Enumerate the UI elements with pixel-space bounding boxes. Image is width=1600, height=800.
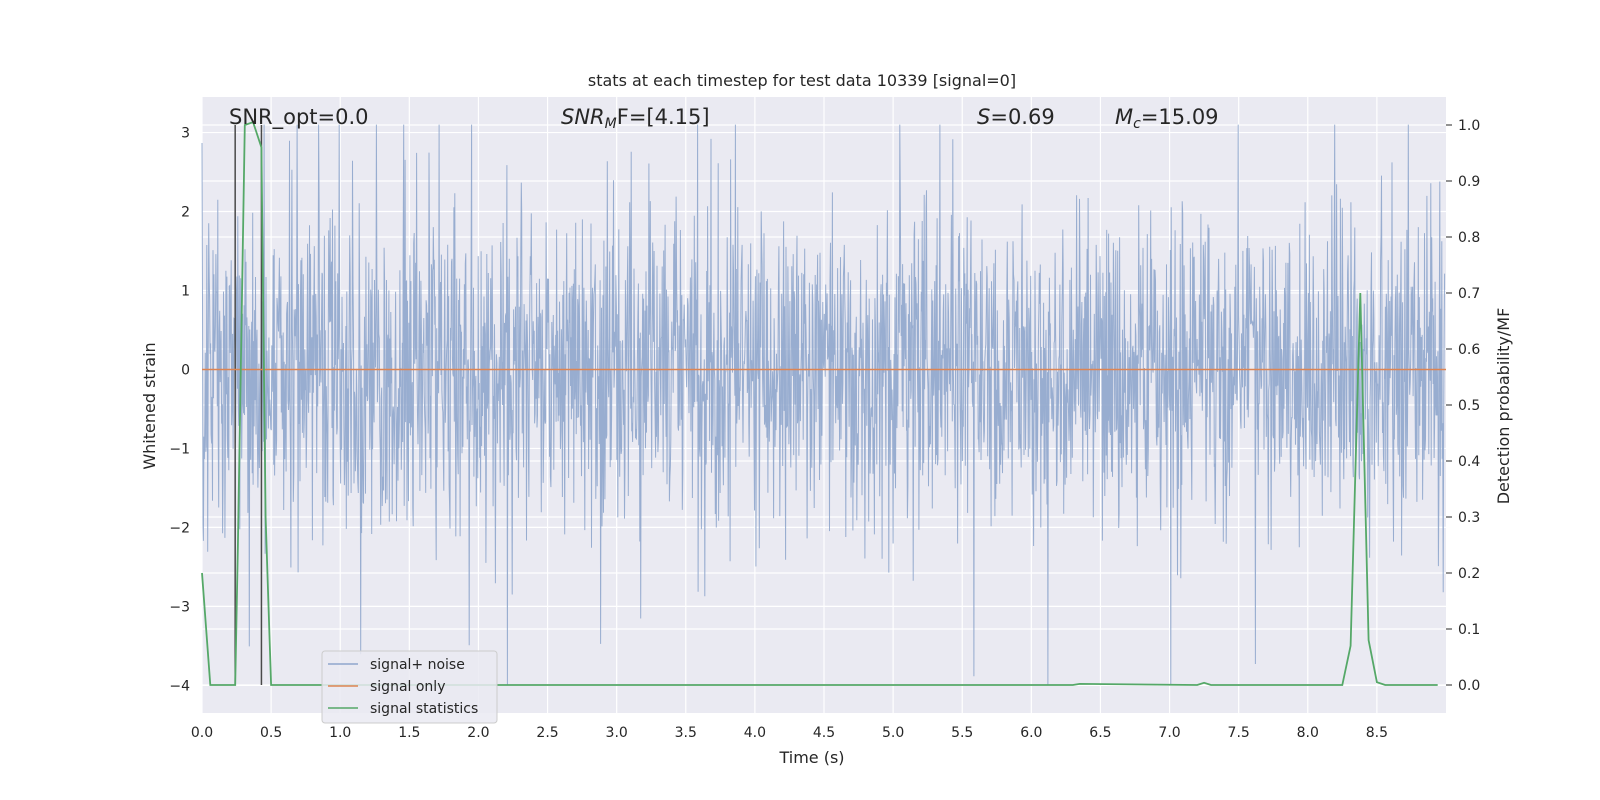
x-tick-label-9: 4.5 bbox=[813, 725, 835, 741]
legend-label-signal-statistics: signal statistics bbox=[370, 701, 478, 717]
y2-tick-label-4: 0.4 bbox=[1458, 454, 1480, 470]
annotation-mc-value: =15.09 bbox=[1141, 105, 1219, 129]
legend: signal+ noise signal only signal statist… bbox=[321, 650, 498, 724]
y-tick-label-6: 2 bbox=[181, 205, 190, 221]
annotation-s-value: =0.69 bbox=[990, 105, 1054, 129]
x-tick-label-6: 3.0 bbox=[606, 725, 628, 741]
x-tick-label-14: 7.0 bbox=[1158, 725, 1180, 741]
legend-label-signal-only: signal only bbox=[370, 679, 445, 695]
annotation-snr-mf-value: F=[4.15] bbox=[617, 105, 710, 129]
y-tick-label-2: −2 bbox=[169, 520, 190, 536]
legend-box bbox=[321, 650, 498, 724]
y2-axis-label: Detection probability/MF bbox=[1494, 308, 1513, 505]
annotation-mc-symbol: M bbox=[1115, 105, 1133, 129]
y2-tick-label-5: 0.5 bbox=[1458, 398, 1480, 414]
chart-title: stats at each timestep for test data 103… bbox=[588, 71, 1016, 90]
y-axis-ticks: −4 −3 −2 −1 0 1 2 3 bbox=[169, 126, 190, 695]
y-tick-label-4: 0 bbox=[181, 362, 190, 378]
y-tick-label-1: −3 bbox=[169, 599, 190, 615]
x-tick-label-17: 8.5 bbox=[1366, 725, 1388, 741]
x-tick-label-10: 5.0 bbox=[882, 725, 904, 741]
x-tick-label-13: 6.5 bbox=[1089, 725, 1111, 741]
x-tick-label-4: 2.0 bbox=[467, 725, 489, 741]
annotation-s-symbol: S bbox=[977, 105, 990, 129]
x-axis-ticks: 0.0 0.5 1.0 1.5 2.0 2.5 3.0 3.5 4.0 4.5 5.0 5.5 6.0 6… bbox=[191, 725, 1388, 741]
annotation-mc: Mc=15.09 bbox=[1115, 105, 1219, 132]
y2-tick-label-8: 0.8 bbox=[1458, 230, 1480, 246]
y2-tick-label-1: 0.1 bbox=[1458, 622, 1480, 638]
annotation-snr-mf-subscript: M bbox=[605, 116, 617, 132]
annotation-mc-subscript: c bbox=[1133, 116, 1141, 132]
x-tick-label-1: 0.5 bbox=[260, 725, 282, 741]
x-tick-label-3: 1.5 bbox=[398, 725, 420, 741]
x-tick-label-15: 7.5 bbox=[1228, 725, 1250, 741]
series-signal-statistics bbox=[201, 121, 1438, 686]
annotation-snr-mf: SNRMF=[4.15] bbox=[561, 105, 710, 132]
annotation-snr-mf-symbol: SNR bbox=[561, 105, 605, 129]
x-tick-label-7: 3.5 bbox=[675, 725, 697, 741]
annotation-snr-opt: SNR_opt=0.0 bbox=[229, 105, 369, 130]
y-tick-label-5: 1 bbox=[181, 283, 190, 299]
y-tick-label-0: −4 bbox=[169, 678, 190, 694]
x-tick-label-5: 2.5 bbox=[536, 725, 558, 741]
series-signal-noise bbox=[201, 124, 1446, 686]
x-tick-label-0: 0.0 bbox=[191, 725, 213, 741]
y-axis-label: Whitened strain bbox=[140, 342, 159, 469]
x-tick-label-11: 5.5 bbox=[951, 725, 973, 741]
annotation-s: S=0.69 bbox=[977, 105, 1055, 129]
y-tick-label-3: −1 bbox=[169, 441, 190, 457]
y2-tick-label-6: 0.6 bbox=[1458, 342, 1480, 358]
y2-tick-label-7: 0.7 bbox=[1458, 286, 1480, 302]
signal-noise-line bbox=[201, 124, 1446, 686]
x-axis-label: Time (s) bbox=[778, 748, 844, 767]
x-tick-label-12: 6.0 bbox=[1020, 725, 1042, 741]
y2-tick-label-2: 0.2 bbox=[1458, 566, 1480, 582]
x-tick-label-16: 8.0 bbox=[1297, 725, 1319, 741]
x-tick-label-2: 1.0 bbox=[329, 725, 351, 741]
y2-tick-label-0: 0.0 bbox=[1458, 678, 1480, 694]
legend-label-signal-noise: signal+ noise bbox=[370, 657, 465, 673]
x-tick-label-8: 4.0 bbox=[744, 725, 766, 741]
y2-tick-label-10: 1.0 bbox=[1458, 118, 1480, 134]
y2-tick-label-9: 0.9 bbox=[1458, 174, 1480, 190]
y2-axis-ticks: 0.0 0.1 0.2 0.3 0.4 0.5 0.6 0.7 0.8 0.9 1.0 bbox=[1446, 118, 1480, 694]
y2-tick-label-3: 0.3 bbox=[1458, 510, 1480, 526]
y-tick-label-7: 3 bbox=[181, 126, 190, 142]
